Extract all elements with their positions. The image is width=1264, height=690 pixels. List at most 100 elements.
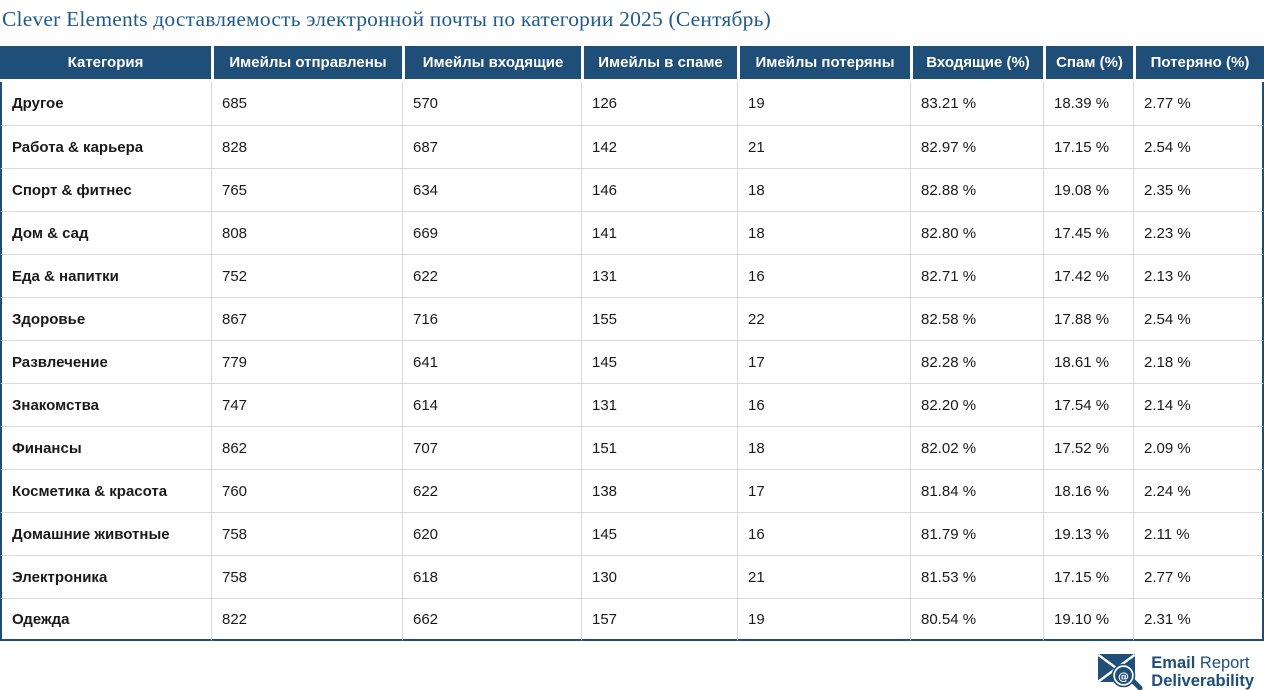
brand-line1-bold: Email	[1151, 654, 1196, 672]
cell-inbox-pct: 81.84 %	[910, 469, 1043, 512]
cell-spam: 141	[581, 211, 737, 254]
cell-spam: 126	[581, 82, 737, 125]
cell-category: Еда & напитки	[0, 254, 211, 297]
cell-category: Домашние животные	[0, 512, 211, 555]
cell-category: Косметика & красота	[0, 469, 211, 512]
cell-spam-pct: 18.61 %	[1043, 340, 1133, 383]
table-body: Другое 685 570 126 19 83.21 % 18.39 % 2.…	[0, 82, 1264, 641]
cell-sent: 758	[211, 555, 402, 598]
cell-inbox-pct: 81.53 %	[910, 555, 1043, 598]
cell-lost-pct: 2.23 %	[1133, 211, 1264, 254]
cell-category: Другое	[0, 82, 211, 125]
cell-lost-pct: 2.77 %	[1133, 82, 1264, 125]
table-row: Спорт & фитнес 765 634 146 18 82.88 % 19…	[0, 168, 1264, 211]
table-row: Дом & сад 808 669 141 18 82.80 % 17.45 %…	[0, 211, 1264, 254]
cell-inbox: 620	[402, 512, 581, 555]
table-row: Электроника 758 618 130 21 81.53 % 17.15…	[0, 555, 1264, 598]
cell-category: Электроника	[0, 555, 211, 598]
column-header-lost-pct: Потеряно (%)	[1133, 46, 1264, 82]
cell-inbox: 662	[402, 598, 581, 641]
cell-category: Одежда	[0, 598, 211, 641]
cell-spam: 145	[581, 340, 737, 383]
cell-inbox: 570	[402, 82, 581, 125]
cell-spam-pct: 17.42 %	[1043, 254, 1133, 297]
cell-sent: 862	[211, 426, 402, 469]
cell-lost: 21	[737, 555, 910, 598]
cell-lost: 16	[737, 512, 910, 555]
column-header-inbox: Имейлы входящие	[402, 46, 581, 82]
cell-sent: 828	[211, 125, 402, 168]
brand-logo: @ Email Report Deliverability	[1097, 649, 1254, 690]
cell-category: Дом & сад	[0, 211, 211, 254]
cell-inbox-pct: 82.58 %	[910, 297, 1043, 340]
cell-inbox: 641	[402, 340, 581, 383]
cell-sent: 867	[211, 297, 402, 340]
cell-lost-pct: 2.77 %	[1133, 555, 1264, 598]
table-row: Еда & напитки 752 622 131 16 82.71 % 17.…	[0, 254, 1264, 297]
deliverability-table: Категория Имейлы отправлены Имейлы входя…	[0, 46, 1264, 641]
column-header-spam-pct: Спам (%)	[1043, 46, 1133, 82]
cell-sent: 752	[211, 254, 402, 297]
cell-inbox-pct: 80.54 %	[910, 598, 1043, 641]
cell-inbox: 707	[402, 426, 581, 469]
table-row: Домашние животные 758 620 145 16 81.79 %…	[0, 512, 1264, 555]
cell-lost-pct: 2.11 %	[1133, 512, 1264, 555]
column-header-sent: Имейлы отправлены	[211, 46, 402, 82]
cell-lost: 18	[737, 426, 910, 469]
cell-lost: 22	[737, 297, 910, 340]
table-row: Финансы 862 707 151 18 82.02 % 17.52 % 2…	[0, 426, 1264, 469]
cell-spam: 131	[581, 383, 737, 426]
cell-spam-pct: 17.54 %	[1043, 383, 1133, 426]
cell-spam: 138	[581, 469, 737, 512]
cell-inbox-pct: 82.02 %	[910, 426, 1043, 469]
cell-inbox-pct: 82.88 %	[910, 168, 1043, 211]
cell-category: Развлечение	[0, 340, 211, 383]
cell-lost: 19	[737, 598, 910, 641]
cell-inbox-pct: 81.79 %	[910, 512, 1043, 555]
table-row: Одежда 822 662 157 19 80.54 % 19.10 % 2.…	[0, 598, 1264, 641]
cell-inbox-pct: 82.71 %	[910, 254, 1043, 297]
cell-lost: 17	[737, 340, 910, 383]
cell-lost: 16	[737, 254, 910, 297]
cell-inbox: 634	[402, 168, 581, 211]
cell-lost: 18	[737, 168, 910, 211]
cell-spam-pct: 19.08 %	[1043, 168, 1133, 211]
cell-lost-pct: 2.24 %	[1133, 469, 1264, 512]
column-header-lost: Имейлы потеряны	[737, 46, 910, 82]
cell-spam: 131	[581, 254, 737, 297]
cell-lost-pct: 2.31 %	[1133, 598, 1264, 641]
cell-spam-pct: 17.88 %	[1043, 297, 1133, 340]
brand-line1-regular: Report	[1195, 654, 1250, 672]
table-row: Косметика & красота 760 622 138 17 81.84…	[0, 469, 1264, 512]
table-row: Здоровье 867 716 155 22 82.58 % 17.88 % …	[0, 297, 1264, 340]
cell-spam-pct: 17.45 %	[1043, 211, 1133, 254]
brand-line2: Deliverability	[1151, 672, 1254, 690]
page-title: Clever Elements доставляемость электронн…	[2, 7, 771, 31]
cell-lost-pct: 2.14 %	[1133, 383, 1264, 426]
cell-spam-pct: 19.10 %	[1043, 598, 1133, 641]
cell-spam: 155	[581, 297, 737, 340]
cell-inbox-pct: 82.97 %	[910, 125, 1043, 168]
cell-inbox: 687	[402, 125, 581, 168]
cell-spam: 157	[581, 598, 737, 641]
table-header-row: Категория Имейлы отправлены Имейлы входя…	[0, 46, 1264, 82]
cell-inbox: 669	[402, 211, 581, 254]
cell-inbox-pct: 82.80 %	[910, 211, 1043, 254]
cell-lost: 18	[737, 211, 910, 254]
cell-sent: 685	[211, 82, 402, 125]
cell-spam: 146	[581, 168, 737, 211]
table-row: Другое 685 570 126 19 83.21 % 18.39 % 2.…	[0, 82, 1264, 125]
cell-spam-pct: 17.15 %	[1043, 555, 1133, 598]
cell-spam-pct: 18.16 %	[1043, 469, 1133, 512]
cell-lost-pct: 2.13 %	[1133, 254, 1264, 297]
cell-inbox-pct: 82.20 %	[910, 383, 1043, 426]
table-row: Развлечение 779 641 145 17 82.28 % 18.61…	[0, 340, 1264, 383]
cell-category: Работа & карьера	[0, 125, 211, 168]
cell-inbox: 716	[402, 297, 581, 340]
cell-category: Спорт & фитнес	[0, 168, 211, 211]
cell-inbox: 618	[402, 555, 581, 598]
table-row: Работа & карьера 828 687 142 21 82.97 % …	[0, 125, 1264, 168]
column-header-spam: Имейлы в спаме	[581, 46, 737, 82]
cell-sent: 808	[211, 211, 402, 254]
cell-spam-pct: 17.52 %	[1043, 426, 1133, 469]
